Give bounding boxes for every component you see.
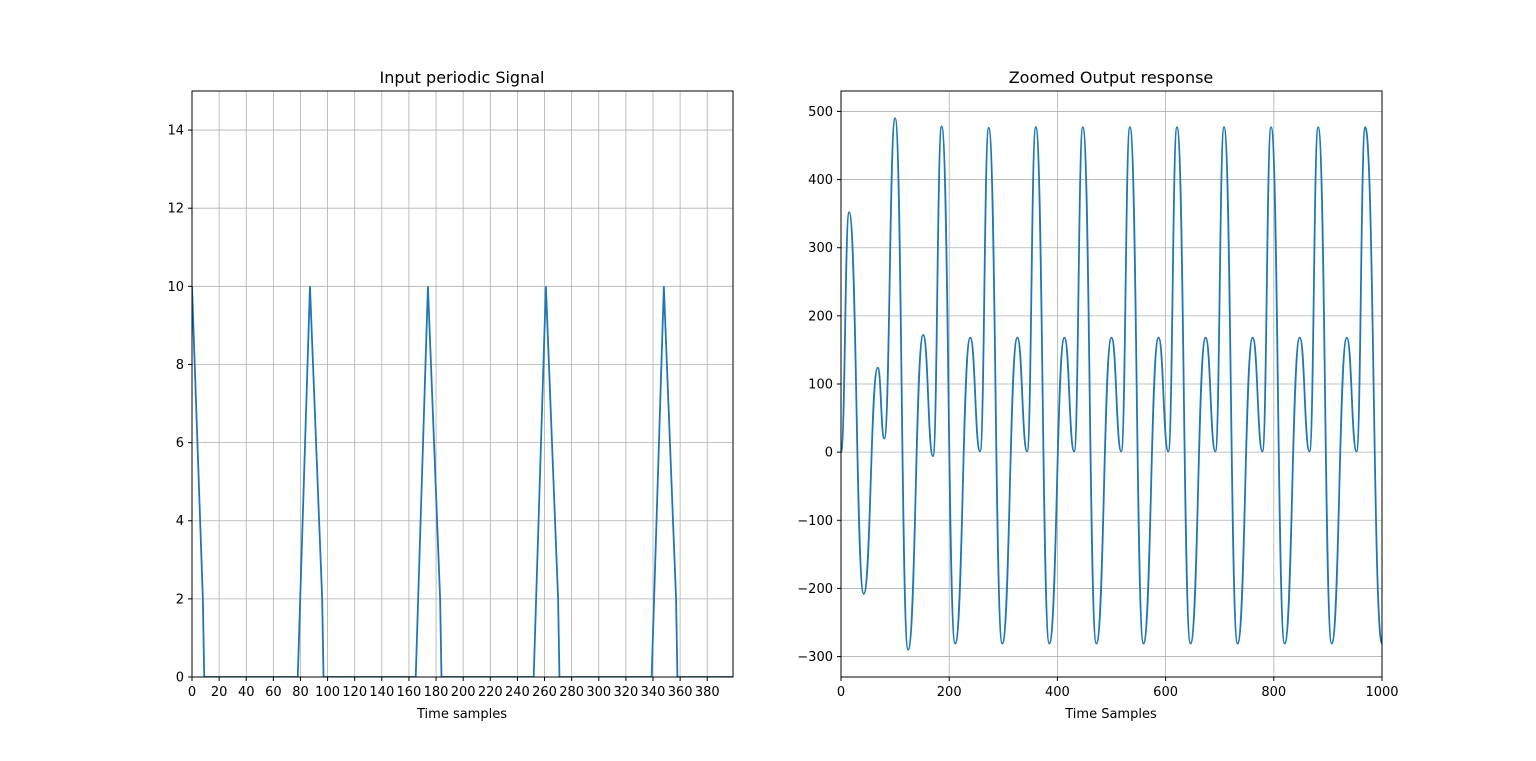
x-tick-label: 120 [342,685,367,700]
y-tick-label: −300 [797,650,833,665]
input-axes-frame [191,90,734,678]
output-response-title: Zoomed Output response [1009,68,1214,87]
x-tick-label: 300 [586,685,611,700]
x-tick-label: 340 [641,685,666,700]
x-tick-label: 200 [937,685,962,700]
y-tick-label: 10 [167,280,184,295]
x-tick-label: 600 [1153,685,1178,700]
input-signal-line [192,286,733,677]
output-response-line [841,117,1382,651]
y-tick-label: 2 [176,592,184,607]
x-tick-label: 800 [1261,685,1286,700]
x-tick-label: 80 [292,685,309,700]
y-tick-label: −100 [797,514,833,529]
x-tick-label: 220 [478,685,503,700]
y-tick-label: 0 [176,671,184,686]
y-tick-label: 500 [808,105,833,120]
output-response-xlabel: Time Samples [1064,707,1157,722]
x-tick-label: 380 [695,685,720,700]
y-tick-label: 400 [808,173,833,188]
x-tick-label: 360 [668,685,693,700]
y-tick-label: 14 [167,124,184,139]
y-tick-label: 4 [176,514,184,529]
y-tick-label: −200 [797,582,833,597]
x-tick-label: 140 [369,685,394,700]
x-tick-label: 400 [1045,685,1070,700]
x-tick-label: 160 [397,685,422,700]
output-response-axes: Zoomed Output response Time Samples 0 200… [797,68,1398,722]
x-tick-label: 100 [315,685,340,700]
x-tick-label: 180 [424,685,449,700]
x-tick-label: 40 [238,685,255,700]
x-tick-label: 200 [451,685,476,700]
x-tick-label: 0 [188,685,196,700]
y-tick-label: 200 [808,309,833,324]
y-tick-label: 100 [808,378,833,393]
y-tick-label: 12 [167,202,184,217]
y-tick-label: 0 [825,446,833,461]
input-signal-xlabel: Time samples [416,707,507,722]
input-signal-axes: Input periodic Signal Time samples 0 20 40… [167,68,734,722]
x-tick-label: 60 [265,685,282,700]
y-tick-label: 300 [808,241,833,256]
y-tick-label: 6 [176,436,184,451]
x-tick-label: 0 [837,685,845,700]
input-grid [191,91,733,678]
x-tick-label: 280 [559,685,584,700]
y-tick-label: 8 [176,358,184,373]
x-tick-label: 20 [211,685,228,700]
x-tick-label: 260 [532,685,557,700]
x-tick-label: 1000 [1365,685,1398,700]
x-tick-label: 240 [505,685,530,700]
input-signal-title: Input periodic Signal [380,68,545,87]
x-tick-label: 320 [613,685,638,700]
